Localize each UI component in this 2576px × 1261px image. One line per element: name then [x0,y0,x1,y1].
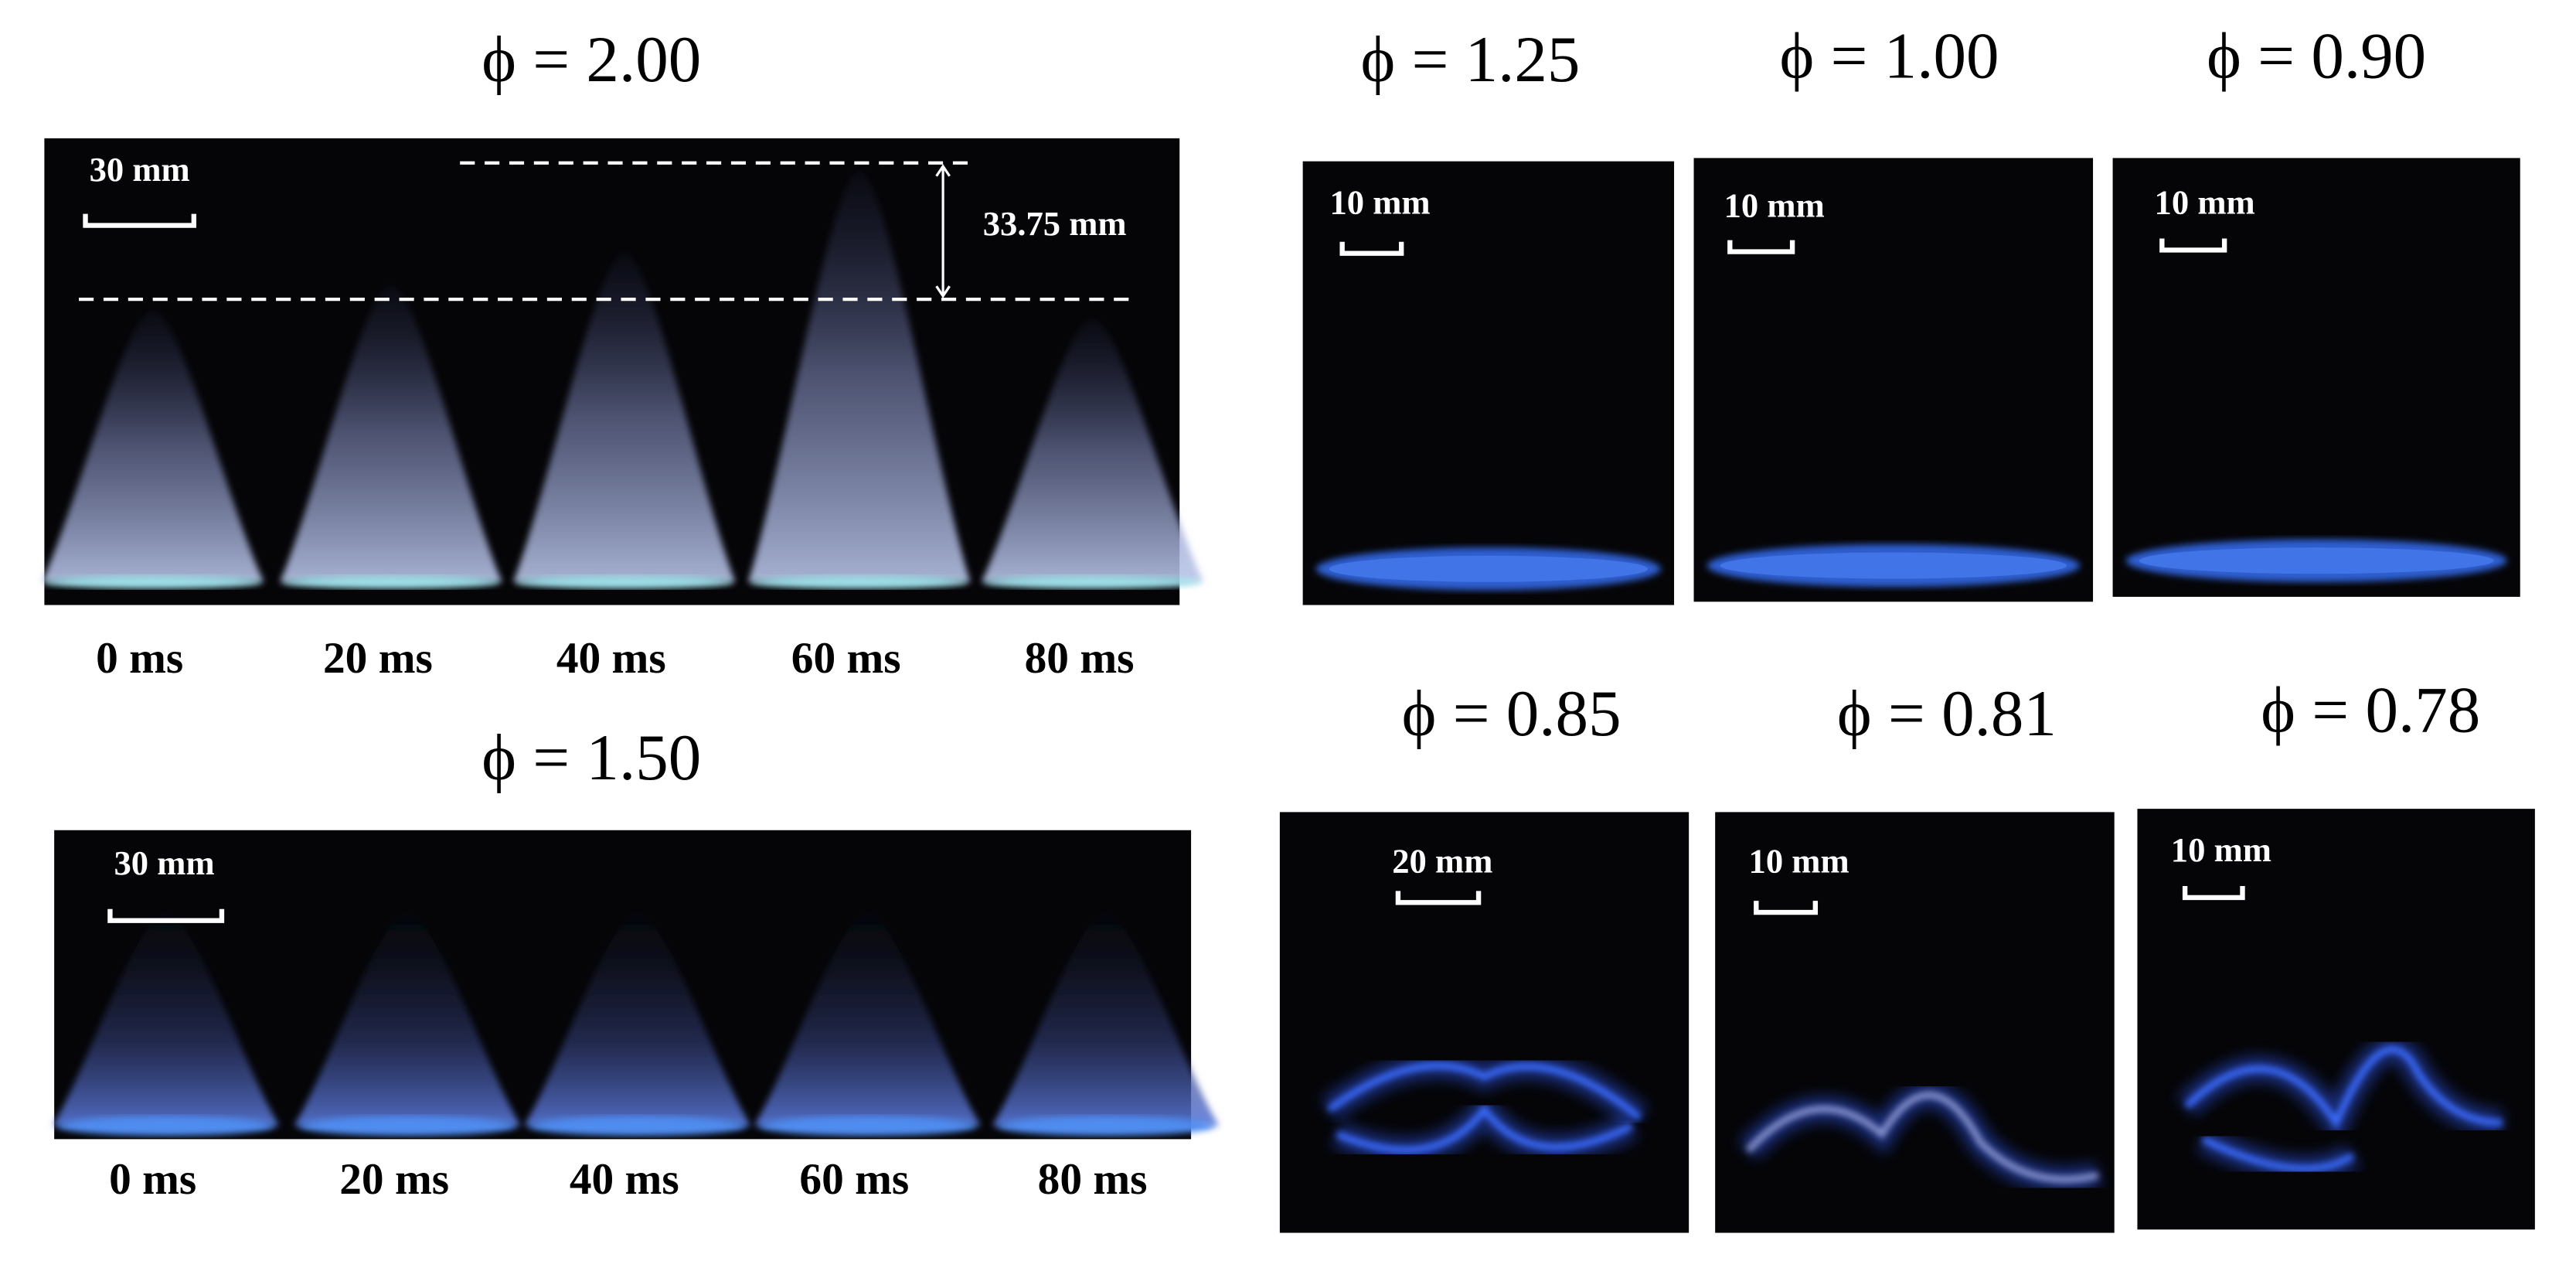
flames [1321,1052,1649,1164]
flame-base [529,1116,747,1137]
flames [1315,547,1662,591]
scale-bar [83,213,197,228]
time-label: 40 ms [570,1155,679,1204]
panel-title: ϕ = 2.00 [482,23,701,96]
flames [42,171,1204,589]
flames [2125,539,2507,582]
scale-bar [1395,891,1482,905]
flame-wave [2184,1046,2503,1130]
flame [513,253,736,582]
time-label: 60 ms [791,634,901,683]
flame-base [298,1116,516,1137]
height-arrow [935,164,951,298]
scale-bar [2159,238,2227,253]
flame-photo [1279,812,1690,1233]
panel-title: ϕ = 1.25 [1360,23,1580,96]
flames [53,912,1220,1137]
flame [748,171,971,582]
scale-bar [2182,886,2245,901]
flames [2177,1036,2503,1182]
scale-bar-label: 10 mm [2155,182,2255,221]
panel-title: ϕ = 0.90 [2207,20,2426,93]
flame-disc-core [1720,552,2067,579]
time-label: 0 ms [96,634,183,683]
time-label: 40 ms [556,634,666,683]
flame-base [750,575,968,589]
flame-wave [1336,1104,1633,1154]
flame-base [44,575,261,589]
scale-bar-label: 10 mm [2171,830,2271,869]
time-label: 80 ms [1038,1155,1148,1204]
scale-bar-label: 30 mm [90,150,190,189]
flame-disc-core [2139,547,2494,574]
scale-bar-label: 10 mm [1724,186,1825,225]
flame [982,319,1204,582]
flame-photo [1715,812,2115,1233]
scale-bar-label: 10 mm [1749,842,1849,881]
flame-base [516,575,733,589]
scale-bar [1727,240,1795,254]
flame-wave [2201,1136,2355,1172]
flame-wave [1327,1062,1642,1121]
flames [1738,1082,2101,1193]
time-label: 20 ms [323,634,433,683]
flame-wave [1745,1092,2099,1183]
flame-base [759,1116,976,1137]
flame [524,912,751,1126]
flames [1707,544,2081,588]
flame [42,311,264,582]
panel-title: ϕ = 0.85 [1402,677,1621,750]
time-label: 20 ms [339,1155,449,1204]
height-label: 33.75 mm [983,204,1127,243]
flame [992,912,1220,1126]
flame [754,912,982,1126]
scale-bar [1754,901,1819,915]
flame-photo [2112,158,2520,597]
flame-disc-core [1329,555,1649,582]
scale-bar-label: 20 mm [1392,842,1492,881]
flame-base [984,575,1201,589]
scale-bar [1339,241,1404,256]
flame-base [997,1116,1214,1137]
flame [280,286,502,582]
flame [53,912,280,1126]
flame [294,912,521,1126]
flame-base [57,1116,274,1137]
time-label: 60 ms [799,1155,909,1204]
scale-bar [107,908,225,923]
panel-title: ϕ = 0.81 [1837,677,2057,750]
scale-bar-label: 30 mm [114,844,214,882]
time-label: 0 ms [109,1155,196,1204]
panel-title: ϕ = 1.50 [482,721,701,794]
panel-title: ϕ = 1.00 [1779,20,1999,93]
scale-bar-label: 10 mm [1329,182,1430,221]
flame-photo [1302,161,1675,605]
panel-title: ϕ = 0.78 [2261,674,2480,747]
flame-photo [1693,158,2094,602]
flame-base [282,575,500,589]
time-label: 80 ms [1025,634,1135,683]
